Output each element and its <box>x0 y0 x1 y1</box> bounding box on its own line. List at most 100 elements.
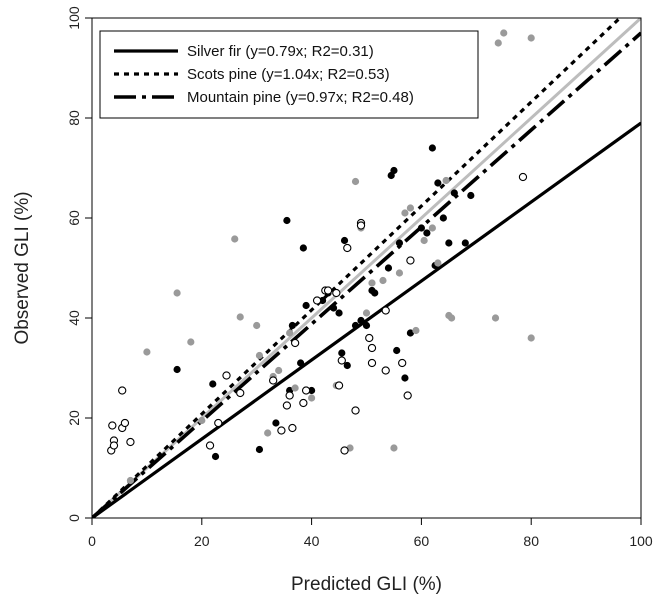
point-scots-pine <box>286 329 294 337</box>
point-scots-pine <box>412 326 420 335</box>
point-scots-pine <box>126 476 135 485</box>
point-scots-pine <box>231 235 239 243</box>
point-mountain-pine <box>343 243 352 253</box>
x-tick-label: 40 <box>304 533 320 549</box>
point-silver-fir <box>272 419 280 427</box>
point-mountain-pine <box>351 406 360 415</box>
point-mountain-pine <box>398 358 407 368</box>
point-silver-fir <box>401 374 409 382</box>
x-tick-label: 60 <box>414 533 430 549</box>
point-scots-pine <box>527 334 535 342</box>
point-mountain-pine <box>323 286 333 295</box>
point-silver-fir <box>340 236 349 245</box>
point-silver-fir <box>288 321 296 330</box>
point-scots-pine <box>500 29 508 37</box>
point-scots-pine <box>390 444 398 452</box>
point-silver-fir <box>173 365 181 374</box>
point-silver-fir <box>434 179 442 187</box>
point-scots-pine <box>379 276 387 285</box>
x-axis-title: Predicted GLI (%) <box>291 574 442 595</box>
point-scots-pine <box>395 269 404 277</box>
fit-lines <box>92 18 641 518</box>
point-scots-pine <box>434 259 442 267</box>
point-scots-pine <box>362 309 371 317</box>
legend-label-silver-fir: Silver fir (y=0.79x; R2=0.31) <box>187 43 374 60</box>
y-axis-title: Observed GLI (%) <box>12 191 33 344</box>
point-mountain-pine <box>288 423 297 433</box>
point-scots-pine <box>143 348 151 356</box>
legend-label-scots-pine: Scots pine (y=1.04x; R2=0.53) <box>187 66 390 83</box>
point-scots-pine <box>442 176 450 185</box>
point-mountain-pine <box>340 446 349 455</box>
point-silver-fir <box>384 264 393 272</box>
point-silver-fir <box>461 239 469 247</box>
point-scots-pine <box>368 279 376 287</box>
point-silver-fir <box>417 224 425 232</box>
point-silver-fir <box>329 304 338 312</box>
point-mountain-pine <box>337 356 346 365</box>
point-mountain-pine <box>236 388 245 398</box>
point-scots-pine <box>406 204 415 212</box>
point-silver-fir <box>297 359 305 367</box>
point-scots-pine <box>527 34 535 42</box>
point-silver-fir <box>393 346 401 355</box>
point-silver-fir <box>390 166 398 175</box>
point-scots-pine <box>428 224 436 232</box>
point-scots-pine <box>308 394 316 402</box>
point-mountain-pine <box>301 386 311 395</box>
point-scots-pine <box>198 416 206 425</box>
point-scots-pine <box>447 314 456 322</box>
y-tick-label: 40 <box>66 310 82 326</box>
point-silver-fir <box>467 191 475 200</box>
point-silver-fir <box>450 189 458 197</box>
point-mountain-pine <box>126 437 135 447</box>
fit-line-silver-fir <box>92 121 641 518</box>
point-mountain-pine <box>403 391 412 400</box>
point-mountain-pine <box>365 333 374 343</box>
point-scots-pine <box>187 338 195 346</box>
legend: Silver fir (y=0.79x; R2=0.31) Scots pine… <box>99 30 479 119</box>
point-silver-fir <box>371 289 379 297</box>
point-mountain-pine <box>312 296 322 305</box>
point-silver-fir <box>439 214 447 222</box>
point-scots-pine <box>236 313 244 321</box>
fit-line-scots-pine <box>92 18 623 518</box>
point-silver-fir <box>428 144 436 152</box>
point-mountain-pine <box>285 391 294 400</box>
point-scots-pine <box>351 177 360 186</box>
point-mountain-pine <box>214 418 223 428</box>
point-mountain-pine <box>381 366 390 375</box>
point-mountain-pine <box>356 221 366 230</box>
point-silver-fir <box>255 445 264 454</box>
x-tick-label: 100 <box>629 533 653 549</box>
point-mountain-pine <box>269 376 278 385</box>
point-mountain-pine <box>367 358 377 368</box>
point-silver-fir <box>335 309 343 317</box>
axes: 0 20 40 60 80 100 0 20 40 60 80 100 <box>66 6 653 549</box>
point-mountain-pine <box>334 381 344 390</box>
point-mountain-pine <box>205 441 215 450</box>
legend-label-mountain-pine: Mountain pine (y=0.97x; R2=0.48) <box>187 89 414 106</box>
point-scots-pine <box>401 209 409 217</box>
point-silver-fir <box>302 301 310 310</box>
point-scots-pine <box>420 236 428 245</box>
y-tick-label: 100 <box>66 6 82 30</box>
x-tick-label: 0 <box>88 533 96 549</box>
point-scots-pine <box>491 314 500 322</box>
y-tick-label: 0 <box>66 514 82 522</box>
point-silver-fir <box>423 229 431 237</box>
point-mountain-pine <box>118 386 127 395</box>
y-tick-label: 80 <box>66 110 82 126</box>
point-silver-fir <box>395 239 404 247</box>
point-mountain-pine <box>299 398 308 408</box>
point-mountain-pine <box>282 401 292 410</box>
data-points <box>107 29 535 485</box>
point-silver-fir <box>338 349 346 357</box>
x-tick-label: 20 <box>194 533 210 549</box>
point-mountain-pine <box>277 426 286 435</box>
point-silver-fir <box>362 321 371 330</box>
point-mountain-pine <box>222 371 231 380</box>
fit-line-one-to-one <box>92 18 641 518</box>
point-silver-fir <box>211 452 220 461</box>
